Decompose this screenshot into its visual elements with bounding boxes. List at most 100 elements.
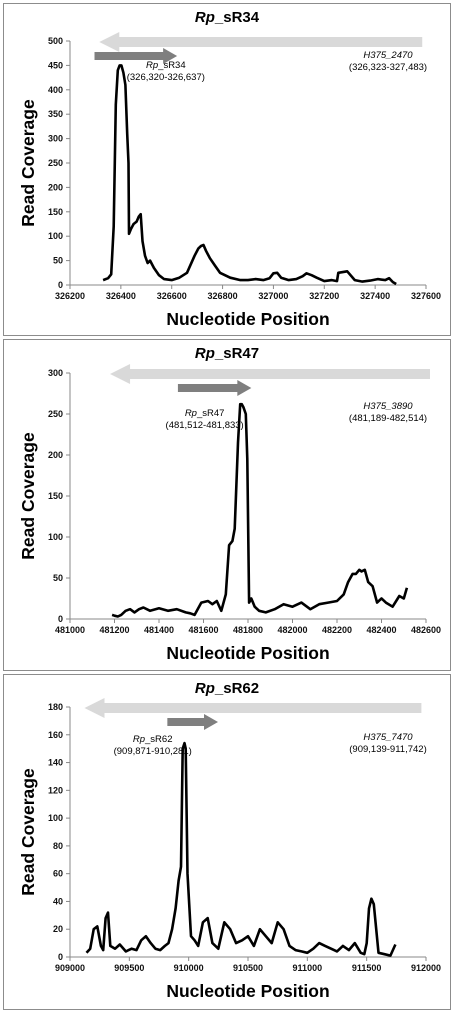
chart-title-italic: Rp <box>195 680 215 697</box>
y-tick-label: 180 <box>48 702 63 712</box>
y-axis-label: Read Coverage <box>18 768 38 896</box>
panel-sr47: Rp_sR47 0 50 100 150 200 250 300 481000 481200 481… <box>3 339 451 671</box>
x-tick-label: 909500 <box>114 963 144 973</box>
chart-title: Rp_sR47 <box>195 345 259 362</box>
x-tick-label: 327600 <box>411 291 441 301</box>
srna-label: Rp_sR47 <box>185 408 225 419</box>
y-tick-label: 80 <box>53 841 63 851</box>
y-tick-label: 50 <box>53 256 63 266</box>
chart-title-rest: _sR47 <box>214 345 259 362</box>
y-tick-label: 100 <box>48 532 63 542</box>
srna-name-italic: Rp <box>133 734 145 745</box>
chart-title-rest: _sR34 <box>214 9 260 26</box>
y-tick-label: 160 <box>48 730 63 740</box>
srna-name-italic: Rp <box>185 408 197 419</box>
y-tick-label: 100 <box>48 813 63 823</box>
x-axis-label: Nucleotide Position <box>166 309 329 329</box>
panel-sr62: Rp_sR62 0 20 40 60 80 100 120 140 160 180 909000 909… <box>3 674 451 1010</box>
x-tick-label: 910000 <box>174 963 204 973</box>
x-tick-label: 481800 <box>233 625 263 635</box>
x-tick-label: 481400 <box>144 625 174 635</box>
x-tick-label: 326400 <box>106 291 136 301</box>
gene-arrow <box>84 698 422 718</box>
x-tick-label: 481600 <box>188 625 218 635</box>
gene-name: H375_7470 <box>363 732 413 743</box>
srna-label: Rp_sR34 <box>146 60 186 71</box>
gene-arrow <box>110 364 431 384</box>
srna-coords: (326,320-326,637) <box>127 72 205 83</box>
x-tick-label: 482000 <box>277 625 307 635</box>
x-tick-label: 326600 <box>157 291 187 301</box>
x-axis-label: Nucleotide Position <box>166 643 329 663</box>
chart-sr34: Rp_sR34050100150200250300350400450500326… <box>18 9 441 329</box>
y-tick-label: 300 <box>48 134 63 144</box>
srna-coords: (909,871-910,281) <box>114 746 192 757</box>
y-tick-label: 200 <box>48 182 63 192</box>
y-tick-label: 150 <box>48 207 63 217</box>
x-tick-label: 481200 <box>99 625 129 635</box>
y-tick-label: 100 <box>48 231 63 241</box>
coverage-line <box>111 402 409 618</box>
x-tick-label: 482400 <box>366 625 396 635</box>
gene-label: H375_2470 <box>363 50 413 61</box>
y-tick-label: 300 <box>48 368 63 378</box>
y-tick-label: 60 <box>53 869 63 879</box>
gene-label: H375_3890 <box>363 401 413 412</box>
srna-name-italic: Rp <box>146 60 158 71</box>
srna-name-rest: _sR47 <box>196 408 224 419</box>
y-tick-label: 500 <box>48 36 63 46</box>
y-tick-label: 40 <box>53 896 63 906</box>
y-tick-label: 150 <box>48 491 63 501</box>
gene-coords: (481,189-482,514) <box>349 413 427 424</box>
x-tick-label: 326800 <box>208 291 238 301</box>
srna-name-rest: _sR62 <box>144 734 172 745</box>
gene-arrow <box>99 32 423 52</box>
x-tick-label: 909000 <box>55 963 85 973</box>
x-tick-label: 910500 <box>233 963 263 973</box>
x-tick-label: 327000 <box>258 291 288 301</box>
y-tick-label: 350 <box>48 109 63 119</box>
y-tick-label: 200 <box>48 450 63 460</box>
x-axis-label: Nucleotide Position <box>166 981 329 1001</box>
srna-arrow <box>177 380 252 396</box>
y-tick-label: 0 <box>58 280 63 290</box>
x-tick-label: 911500 <box>352 963 382 973</box>
y-axis-label: Read Coverage <box>18 99 38 227</box>
chart-title: Rp_sR34 <box>195 9 260 26</box>
srna-arrow <box>167 714 219 730</box>
gene-coords: (326,323-327,483) <box>349 62 427 73</box>
x-tick-label: 327400 <box>360 291 390 301</box>
x-tick-label: 482600 <box>411 625 441 635</box>
gene-name: H375_3890 <box>363 401 413 412</box>
x-tick-label: 326200 <box>55 291 85 301</box>
y-tick-label: 250 <box>48 409 63 419</box>
coverage-line <box>85 741 397 957</box>
y-tick-label: 120 <box>48 785 63 795</box>
x-tick-label: 912000 <box>411 963 441 973</box>
y-tick-label: 50 <box>53 573 63 583</box>
y-tick-label: 140 <box>48 758 63 768</box>
gene-label: H375_7470 <box>363 732 413 743</box>
y-tick-label: 450 <box>48 60 63 70</box>
y-tick-label: 0 <box>58 614 63 624</box>
x-tick-label: 327200 <box>309 291 339 301</box>
panel-sr34: Rp_sR34 0 50 100 150 200 250 300 350 400 450 500 326… <box>3 3 451 336</box>
x-tick-label: 481000 <box>55 625 85 635</box>
y-tick-label: 250 <box>48 158 63 168</box>
chart-title-italic: Rp <box>195 345 215 362</box>
chart-title: Rp_sR62 <box>195 680 259 697</box>
y-tick-label: 0 <box>58 952 63 962</box>
y-axis-label: Read Coverage <box>18 432 38 560</box>
chart-title-rest: _sR62 <box>214 680 259 697</box>
chart-title-italic: Rp <box>195 9 215 26</box>
srna-arrow <box>94 48 178 64</box>
gene-name: H375_2470 <box>363 50 413 61</box>
y-tick-label: 400 <box>48 85 63 95</box>
y-tick-label: 20 <box>53 924 63 934</box>
coverage-line <box>102 64 397 286</box>
gene-coords: (909,139-911,742) <box>349 744 426 755</box>
srna-label: Rp_sR62 <box>133 734 173 745</box>
srna-name-rest: _sR34 <box>157 60 185 71</box>
